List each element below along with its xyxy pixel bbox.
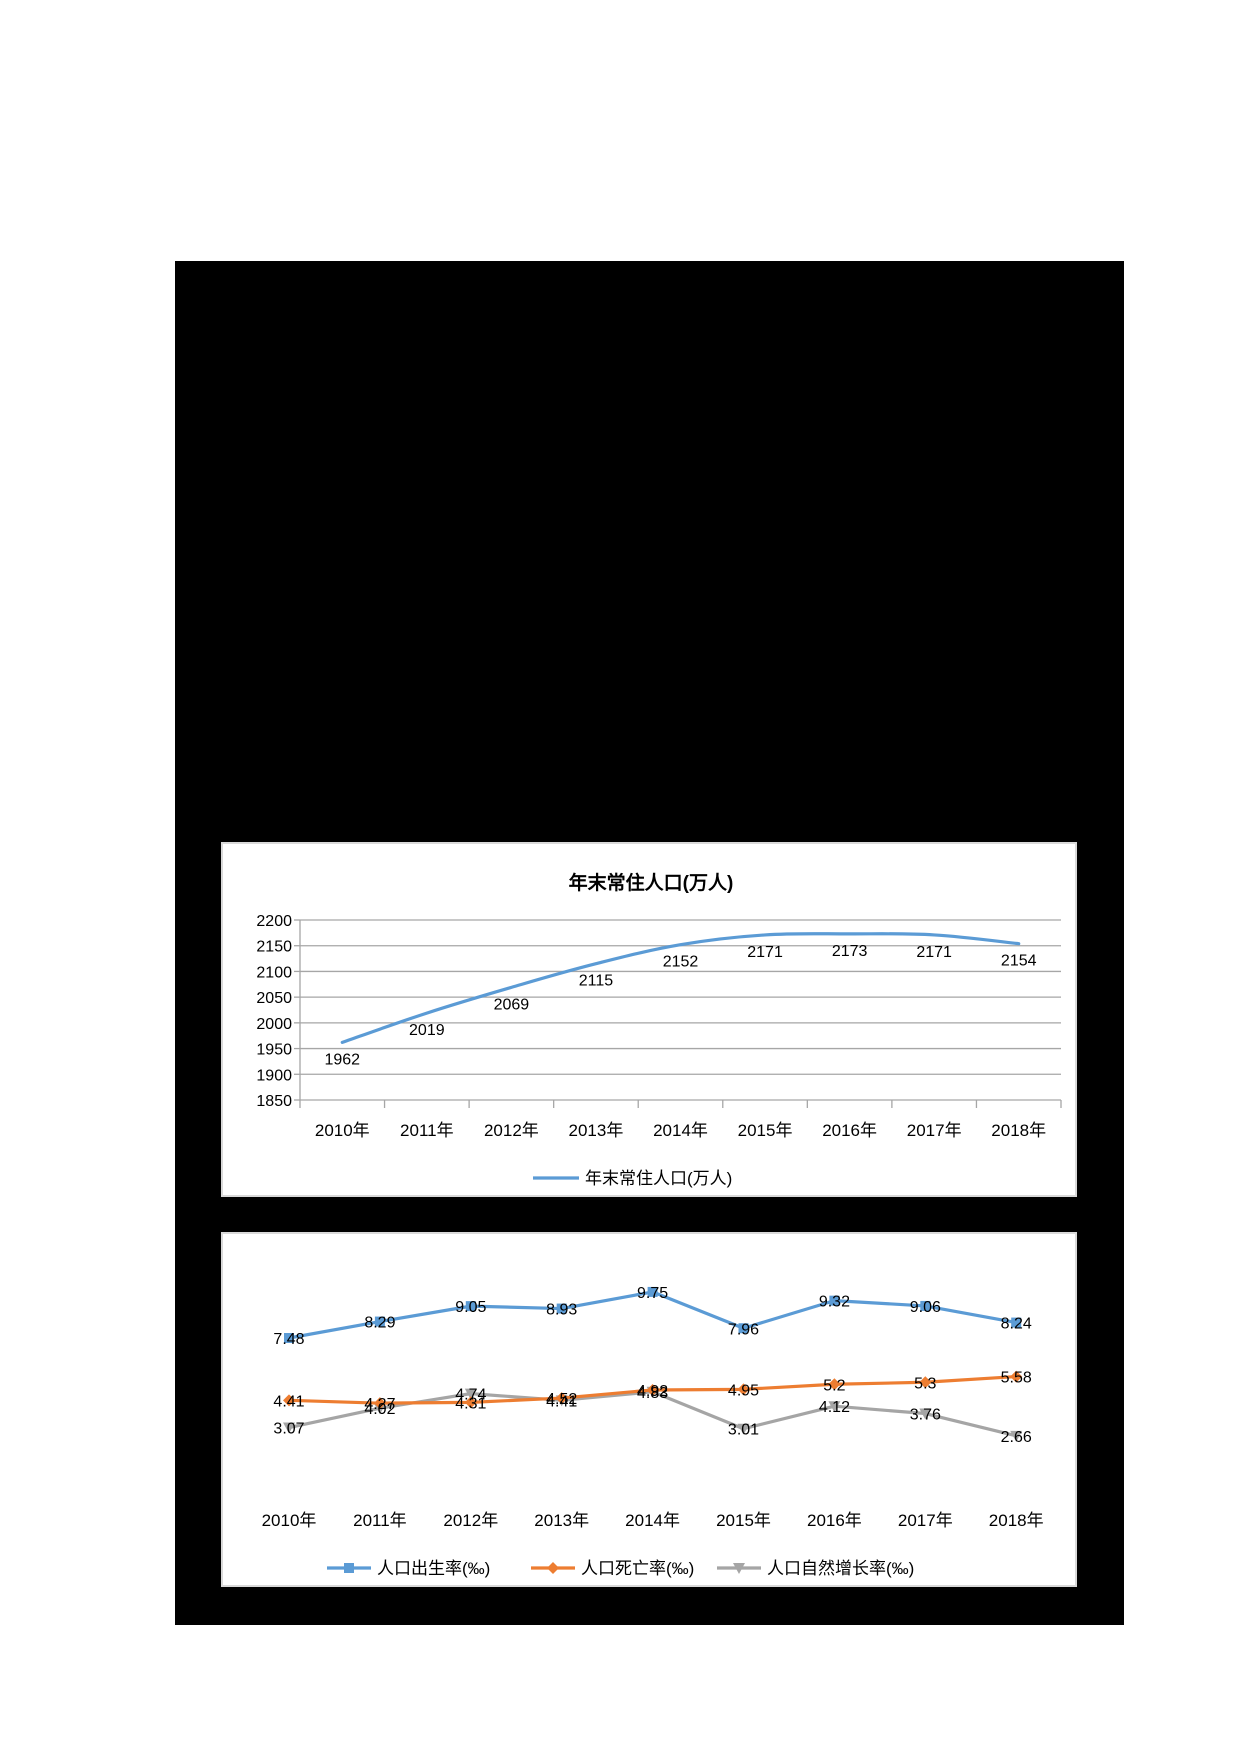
x-tick-label: 2013年 [569,1121,624,1140]
population-chart-svg: 年末常住人口(万人) 1850 1900 1950 2000 2050 2100 2150 22… [256,871,1062,1188]
data-label: 4.92 [637,1383,668,1400]
y-tick-label: 2150 [256,939,292,956]
y-tick-label: 1850 [256,1093,292,1110]
data-label: 4.31 [455,1395,486,1412]
x-tick-label: 2016年 [807,1511,862,1530]
y-tick-label: 1950 [256,1042,292,1059]
square-marker-icon [920,1300,931,1311]
y-tick-label: 1900 [256,1067,292,1084]
square-marker-icon [374,1316,385,1327]
x-tick-label: 2010年 [315,1121,370,1140]
x-tick-label: 2014年 [653,1121,708,1140]
data-label: 4.27 [364,1396,395,1413]
x-tick-label: 2017年 [898,1511,953,1530]
data-label: 4.74 [455,1387,486,1404]
x-tick-label: 2010年 [262,1511,317,1530]
diamond-marker-icon [919,1376,932,1389]
data-label: 2152 [663,954,699,971]
square-marker-icon [647,1286,658,1297]
legend-label: 人口自然增长率(‰) [767,1559,914,1578]
data-label: 2173 [832,943,868,960]
x-tick-label: 2018年 [991,1121,1046,1140]
square-marker-icon [738,1323,749,1334]
legend-label: 年末常住人口(万人) [585,1169,732,1188]
population-line [340,932,1021,1044]
data-label: 9.32 [819,1294,850,1311]
data-label: 1962 [324,1051,360,1068]
triangle-marker-icon [828,1401,841,1413]
triangle-marker-icon [737,1423,750,1435]
triangle-marker-icon [1010,1430,1023,1442]
data-label: 4.83 [637,1385,668,1402]
x-tick-label: 2014年 [625,1511,680,1530]
data-label: 2171 [747,944,783,961]
x-tick-label: 2018年 [989,1511,1044,1530]
square-marker-icon [284,1333,294,1343]
x-tick-label: 2015年 [738,1121,793,1140]
data-label: 2171 [916,944,952,961]
data-label: 5.3 [914,1375,936,1392]
triangle-marker-icon [283,1422,295,1434]
y-tick-label: 2050 [256,990,292,1007]
rates-chart-svg: 2010年 2011年 2012年 2013年 2014年 2015年 2016年 2017年… [262,1285,1044,1578]
data-label: 3.01 [728,1422,759,1439]
diamond-marker-icon [547,1562,559,1574]
data-label: 7.96 [728,1321,759,1338]
data-label: 4.41 [273,1393,304,1410]
data-label: 9.75 [637,1285,668,1302]
data-label: 7.48 [273,1331,304,1348]
legend-label: 人口死亡率(‰) [581,1559,694,1578]
x-tick-label: 2011年 [353,1511,407,1530]
diamond-marker-icon [1010,1370,1023,1383]
chart-title: 年末常住人口(万人) [569,871,734,894]
square-marker-icon [556,1303,567,1314]
x-tick-label: 2013年 [534,1511,589,1530]
square-marker-icon [344,1563,354,1573]
x-tick-label: 2015年 [716,1511,771,1530]
diamond-marker-icon [555,1392,568,1405]
data-label: 2115 [579,973,614,990]
legend-label: 人口出生率(‰) [377,1559,490,1578]
data-label: 2.66 [1001,1429,1032,1446]
data-label: 4.52 [546,1391,577,1408]
data-label: 3.07 [273,1421,304,1438]
x-tick-label: 2017年 [907,1121,962,1140]
data-label: 9.05 [455,1299,486,1316]
data-label: 2069 [494,996,530,1013]
data-label: 4.41 [546,1393,577,1410]
triangle-marker-icon [733,1563,745,1574]
triangle-marker-icon [919,1408,932,1420]
y-tick-label: 2100 [256,964,292,981]
x-tick-label: 2012年 [443,1511,498,1530]
diamond-marker-icon [737,1383,750,1396]
data-label: 4.95 [728,1382,759,1399]
data-label: 4.02 [364,1401,395,1418]
population-chart: 年末常住人口(万人) 1850 1900 1950 2000 2050 2100 2150 22… [221,842,1077,1197]
data-label: 9.06 [910,1299,941,1316]
y-tick-label: 2200 [256,913,292,930]
data-label: 4.12 [819,1399,850,1416]
data-label: 8.93 [546,1302,577,1319]
triangle-marker-icon [464,1388,477,1400]
data-label: 2019 [409,1022,445,1039]
square-marker-icon [465,1301,476,1312]
x-tick-label: 2016年 [822,1121,877,1140]
x-tick-label: 2012年 [484,1121,539,1140]
diamond-marker-icon [646,1383,659,1396]
rates-chart: 2010年 2011年 2012年 2013年 2014年 2015年 2016年 2017年… [221,1232,1077,1587]
y-tick-label: 2000 [256,1016,292,1033]
diamond-marker-icon [464,1396,477,1409]
data-label: 8.24 [1001,1316,1032,1333]
data-label: 2154 [1001,953,1037,970]
diamond-marker-icon [283,1394,295,1407]
square-marker-icon [829,1295,840,1306]
data-label: 5.58 [1001,1370,1032,1387]
data-label: 5.2 [823,1377,845,1394]
data-label: 8.29 [364,1315,395,1332]
diamond-marker-icon [828,1378,841,1391]
x-tick-label: 2011年 [400,1121,454,1140]
square-marker-icon [1011,1317,1022,1328]
data-label: 3.76 [910,1407,941,1424]
diamond-marker-icon [373,1397,386,1410]
